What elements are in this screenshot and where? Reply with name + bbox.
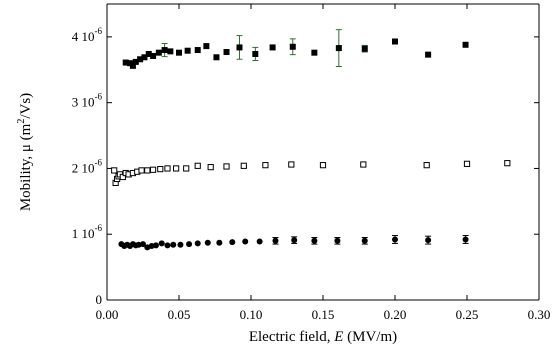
data-point-filled-circle <box>195 240 201 246</box>
data-point-filled-circle <box>392 236 398 242</box>
data-point-open-square <box>289 162 294 167</box>
data-point-filled-square <box>236 44 242 50</box>
y-tick-exponent: -6 <box>95 223 103 233</box>
data-point-filled-circle <box>311 238 317 244</box>
data-point-filled-square <box>463 42 469 48</box>
data-point-filled-square <box>167 48 173 54</box>
data-point-open-square <box>165 166 170 171</box>
data-point-open-square <box>224 164 229 169</box>
data-point-open-square <box>150 167 155 172</box>
x-tick-label: 0.20 <box>384 307 407 322</box>
data-point-filled-square <box>224 49 230 55</box>
data-point-open-square <box>184 166 189 171</box>
data-point-open-square <box>158 167 163 172</box>
data-point-filled-circle <box>272 238 278 244</box>
x-tick-label: 0.30 <box>528 307 551 322</box>
data-point-filled-square <box>150 53 156 59</box>
data-point-open-square <box>320 163 325 168</box>
data-point-filled-circle <box>362 238 368 244</box>
series-filled-circle <box>118 236 468 251</box>
y-tick-label: 1 10-6 <box>72 223 103 241</box>
y-tick-mantissa: 1 10 <box>72 226 95 241</box>
data-point-filled-circle <box>186 241 192 247</box>
data-point-open-square <box>112 168 117 173</box>
x-tick-label: 0.25 <box>456 307 479 322</box>
x-axis-label: Electric field, E (MV/m) <box>249 329 397 345</box>
data-point-filled-square <box>270 44 276 50</box>
data-point-filled-circle <box>153 242 159 248</box>
data-point-filled-circle <box>463 236 469 242</box>
y-tick-exponent: -6 <box>95 26 103 36</box>
data-point-filled-square <box>392 38 398 44</box>
data-point-filled-square <box>162 47 168 53</box>
data-point-filled-square <box>311 50 317 56</box>
x-tick-label: 0.00 <box>96 307 119 322</box>
data-point-open-square <box>139 168 144 173</box>
data-point-filled-circle <box>257 238 263 244</box>
data-point-filled-square <box>176 50 182 56</box>
data-point-filled-circle <box>334 238 340 244</box>
data-point-filled-circle <box>170 242 176 248</box>
y-tick-label: 2 10-6 <box>72 157 103 175</box>
data-point-filled-circle <box>205 240 211 246</box>
y-axis-label: Mobility, μ (m2/Vs) <box>16 93 34 211</box>
data-point-open-square <box>145 168 150 173</box>
data-point-filled-square <box>185 48 191 54</box>
y-tick-mantissa: 3 10 <box>72 95 95 110</box>
data-point-open-square <box>195 163 200 168</box>
data-point-filled-square <box>362 46 368 52</box>
y-tick-exponent: -6 <box>95 157 103 167</box>
data-point-open-square <box>241 163 246 168</box>
data-point-filled-circle <box>177 242 183 248</box>
x-tick-label: 0.10 <box>240 307 263 322</box>
data-point-open-square <box>424 163 429 168</box>
data-point-filled-circle <box>425 237 431 243</box>
data-point-filled-circle <box>229 239 235 245</box>
data-point-filled-circle <box>159 240 165 246</box>
data-point-open-square <box>505 161 510 166</box>
series-open-square <box>112 161 510 186</box>
data-point-filled-circle <box>291 237 297 243</box>
y-tick-label: 3 10-6 <box>72 92 103 110</box>
x-tick-label: 0.15 <box>312 307 335 322</box>
y-tick-mantissa: 2 10 <box>72 160 95 175</box>
data-point-filled-square <box>156 50 162 56</box>
data-point-open-square <box>464 161 469 166</box>
data-point-open-square <box>208 165 213 170</box>
series-filled-square <box>123 30 469 69</box>
series-layer <box>112 30 510 251</box>
data-point-filled-square <box>195 47 201 53</box>
data-point-filled-square <box>425 52 431 58</box>
y-tick-label: 0 <box>96 292 103 307</box>
data-point-filled-circle <box>216 240 222 246</box>
data-point-open-square <box>174 166 179 171</box>
data-point-filled-square <box>336 45 342 51</box>
data-point-filled-square <box>290 44 296 50</box>
y-tick-mantissa: 4 10 <box>72 29 95 44</box>
y-tick-mantissa: 0 <box>96 292 103 307</box>
y-tick-label: 4 10-6 <box>72 26 103 44</box>
data-point-filled-circle <box>242 238 248 244</box>
data-point-open-square <box>263 163 268 168</box>
y-tick-exponent: -6 <box>95 92 103 102</box>
data-point-open-square <box>361 162 366 167</box>
x-tick-label: 0.05 <box>168 307 191 322</box>
data-point-filled-circle <box>164 242 170 248</box>
data-point-filled-square <box>203 43 209 49</box>
data-point-filled-square <box>213 54 219 60</box>
data-point-filled-square <box>252 51 258 57</box>
